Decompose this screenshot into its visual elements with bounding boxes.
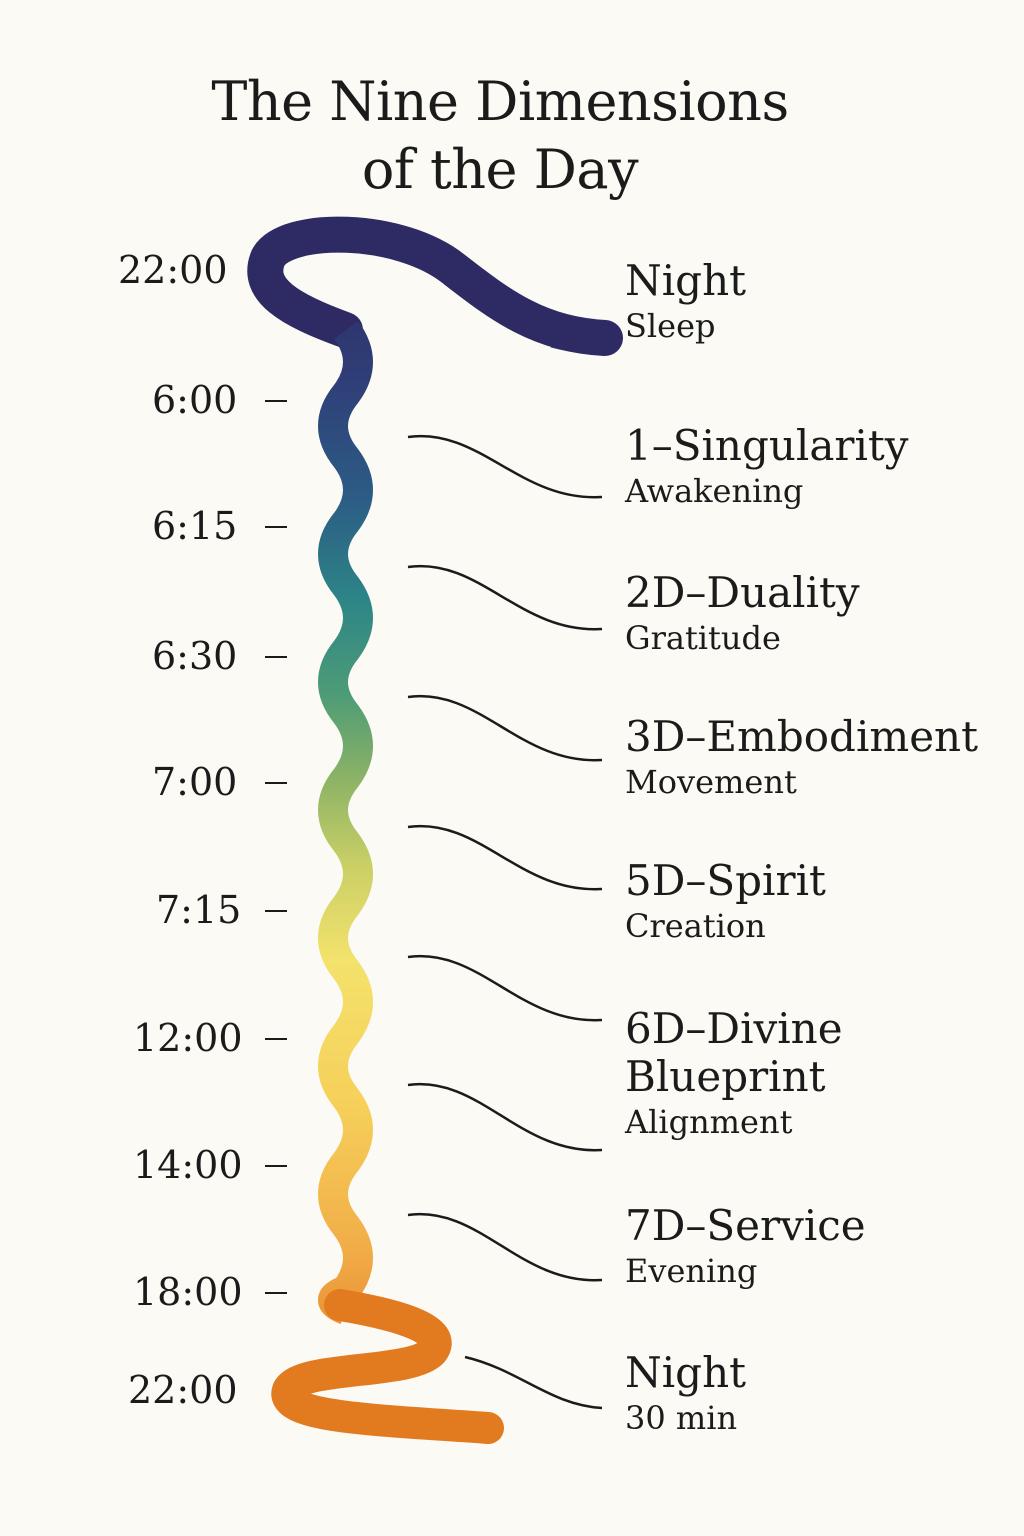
dimension-night-sleep: Night Sleep [625,258,746,346]
dimension-divine-blueprint: 6D–Divine Blueprint Alignment [625,1006,843,1142]
time-tick [265,1165,287,1167]
dimension-name: Night [625,258,746,304]
dimension-name-line-1: 6D–Divine [625,1006,843,1052]
time-label-12-00: 12:00 [133,1018,243,1058]
time-label-18-00: 18:00 [133,1272,243,1312]
dimension-night-30min: Night 30 min [625,1350,746,1438]
time-label-7-15: 7:15 [156,890,241,930]
time-label-14-00: 14:00 [133,1145,243,1185]
dimension-name: 2D–Duality [625,570,860,616]
time-tick [265,400,287,402]
connector-line [408,566,602,629]
connector-line [408,826,602,889]
time-tick [265,526,287,528]
dimension-embodiment: 3D–Embodiment Movement [625,714,978,802]
connector-lines [408,436,602,1408]
dimension-subtitle: Creation [625,906,826,946]
dimension-subtitle: Evening [625,1251,866,1291]
time-tick [265,1038,287,1040]
connector-line [408,436,602,497]
ribbon-bottom-loop [287,1305,488,1428]
connector-line [408,956,602,1020]
dimension-subtitle: Movement [625,762,978,802]
time-tick [265,656,287,658]
dimension-subtitle: 30 min [625,1398,746,1438]
dimension-name: Night [625,1350,746,1396]
time-tick [265,782,287,784]
time-label-22-00-top: 22:00 [118,250,228,290]
ribbon-top-loop [265,235,605,338]
time-tick [265,910,287,912]
connector-line [408,1214,602,1280]
connector-line [408,1084,602,1150]
dimension-subtitle: Alignment [625,1102,843,1142]
ribbon-top-fade [555,330,610,338]
dimension-spirit: 5D–Spirit Creation [625,858,826,946]
time-tick [265,1292,287,1294]
dimension-singularity: 1–Singularity Awakening [625,423,909,511]
ribbon-wave [333,330,358,1310]
connector-line [408,696,602,760]
dimension-subtitle: Sleep [625,306,746,346]
dimension-name: 7D–Service [625,1203,866,1249]
dimension-subtitle: Gratitude [625,618,860,658]
time-label-7-00: 7:00 [152,762,237,802]
time-label-22-00-bottom: 22:00 [128,1370,238,1410]
time-label-6-15: 6:15 [152,506,237,546]
dimension-name: 1–Singularity [625,423,909,469]
dimension-name-line-2: Blueprint [625,1054,843,1100]
dimension-duality: 2D–Duality Gratitude [625,570,860,658]
dimension-service: 7D–Service Evening [625,1203,866,1291]
dimension-name: 5D–Spirit [625,858,826,904]
time-label-6-00: 6:00 [152,380,237,420]
connector-line [465,1357,602,1408]
dimension-subtitle: Awakening [625,471,909,511]
dimension-name: 3D–Embodiment [625,714,978,760]
time-label-6-30: 6:30 [152,636,237,676]
